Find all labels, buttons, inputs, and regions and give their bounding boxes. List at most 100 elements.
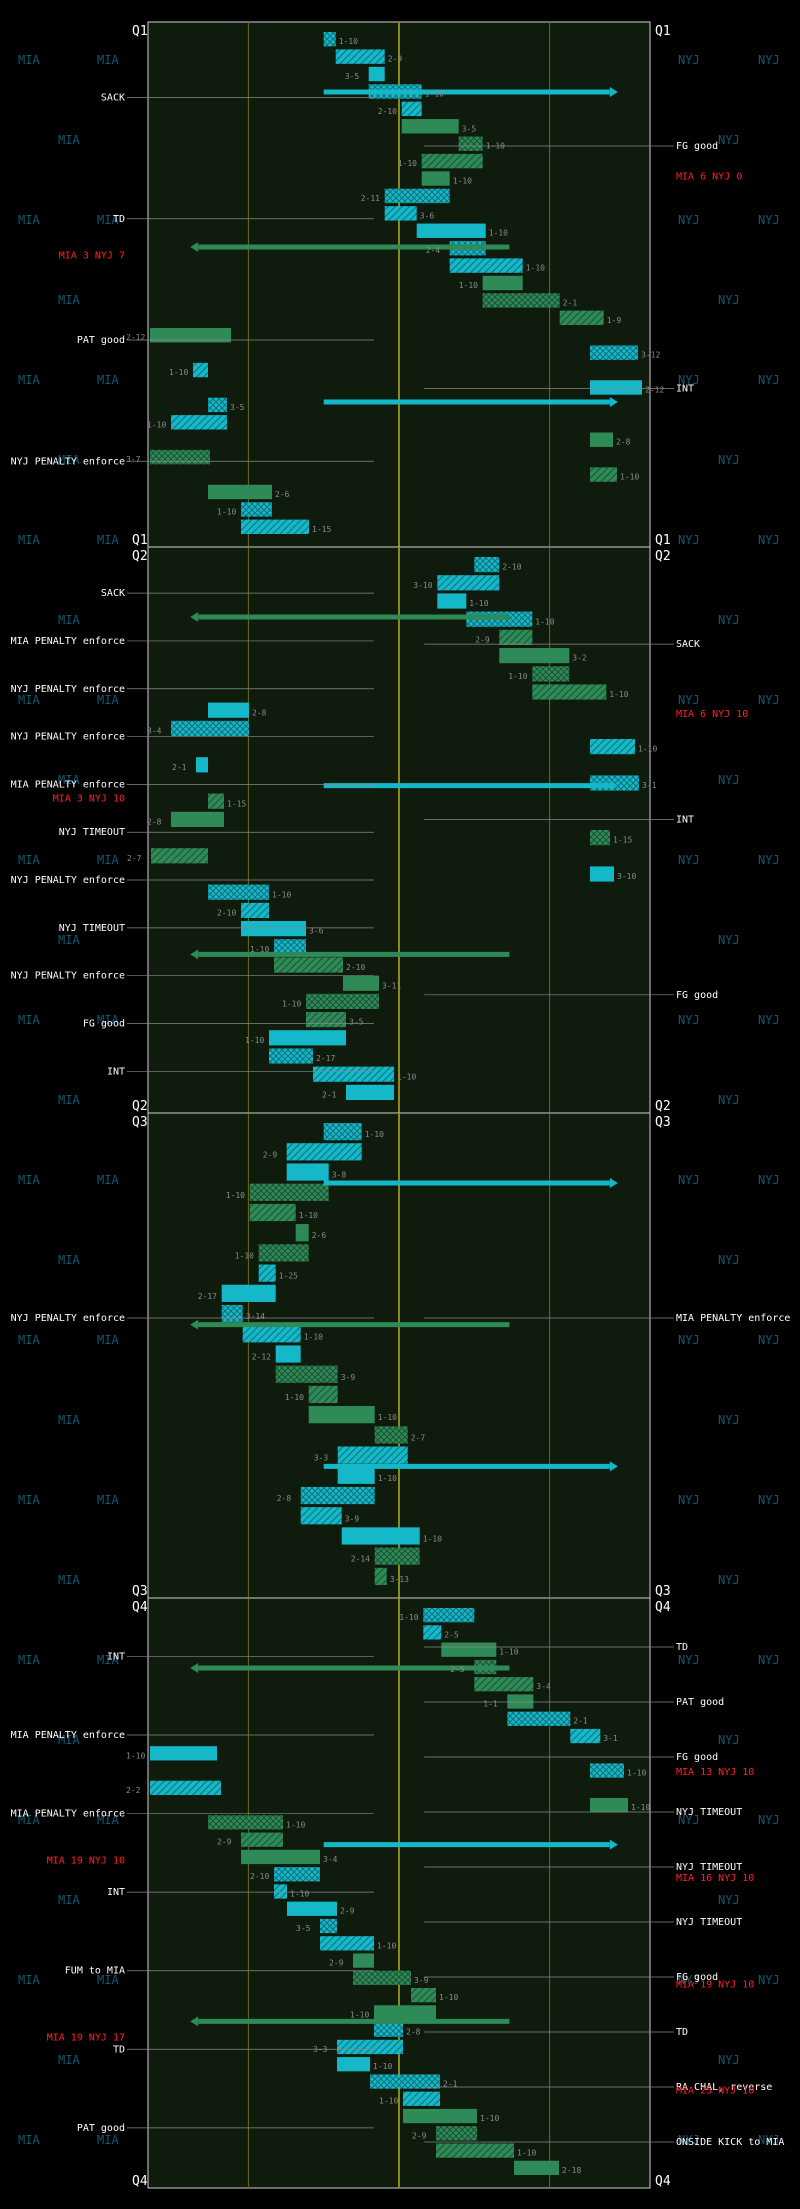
down-distance-label: 2-5 xyxy=(450,1665,465,1674)
play-bar xyxy=(437,575,500,591)
bg-team-left: MIA xyxy=(18,1333,40,1347)
down-distance-label: 1-10 xyxy=(304,1332,323,1341)
bg-team-right: NYJ xyxy=(758,53,780,67)
play-bar xyxy=(514,2160,559,2175)
event-label-right: NYJ TIMEOUT xyxy=(676,1917,742,1928)
play-bar xyxy=(313,1066,394,1082)
down-distance-label: 2-12 xyxy=(645,385,664,394)
play-bar xyxy=(241,902,269,918)
play-bar xyxy=(308,1406,375,1424)
bg-team-right: NYJ xyxy=(758,1973,780,1987)
down-distance-label: 1-10 xyxy=(517,2149,536,2158)
down-distance-label: 2-1 xyxy=(172,763,187,772)
bg-team-right: NYJ xyxy=(758,1173,780,1187)
down-distance-label: 1-10 xyxy=(638,745,657,754)
play-bar xyxy=(590,775,639,791)
bg-team-left: MIA xyxy=(18,1173,40,1187)
bg-team-right: NYJ xyxy=(718,1733,740,1747)
bg-team-right: NYJ xyxy=(758,1653,780,1667)
bg-team-right: NYJ xyxy=(718,133,740,147)
down-distance-label: 1-10 xyxy=(373,2062,392,2071)
play-bar xyxy=(300,1486,375,1505)
bg-team-right: NYJ xyxy=(718,933,740,947)
bg-team-right: NYJ xyxy=(718,2053,740,2067)
play-bar xyxy=(370,2074,440,2089)
bg-team-right: NYJ xyxy=(678,1813,700,1827)
play-bar xyxy=(532,666,570,682)
play-bar xyxy=(274,1867,320,1882)
down-distance-label: 1-10 xyxy=(299,1211,318,1220)
quarter-label: Q4 xyxy=(132,2174,148,2189)
play-bar xyxy=(337,1446,408,1464)
down-distance-label: 2-14 xyxy=(351,1555,370,1564)
event-label-left: SACK xyxy=(101,588,125,599)
play-bar xyxy=(423,1625,442,1640)
play-bar xyxy=(323,32,336,47)
down-distance-label: 2-6 xyxy=(275,490,290,499)
play-bar xyxy=(171,720,249,736)
kick-arrowhead xyxy=(190,612,199,622)
bg-team-left: MIA xyxy=(97,53,119,67)
down-distance-label: 1-10 xyxy=(272,890,291,899)
kick-arrowhead xyxy=(609,397,618,407)
down-distance-label: 2-10 xyxy=(217,909,236,918)
bg-team-right: NYJ xyxy=(758,853,780,867)
play-bar xyxy=(208,1815,283,1830)
play-bar xyxy=(150,449,210,465)
play-bar xyxy=(374,1426,408,1444)
down-distance-label: 2-9 xyxy=(329,1959,344,1968)
event-label-left: INT xyxy=(107,1887,125,1898)
down-distance-label: 3-5 xyxy=(296,1924,311,1933)
play-bar xyxy=(590,345,638,360)
down-distance-label: 1-9 xyxy=(607,316,622,325)
bg-team-right: NYJ xyxy=(718,1573,740,1587)
play-bar xyxy=(275,1365,338,1383)
down-distance-label: 1-10 xyxy=(499,1648,518,1657)
bg-team-left: MIA xyxy=(58,453,80,467)
play-bar xyxy=(221,1304,243,1323)
bg-team-right: NYJ xyxy=(718,1413,740,1427)
down-distance-label: 3-6 xyxy=(309,927,324,936)
bg-team-left: MIA xyxy=(18,1013,40,1027)
bg-team-right: NYJ xyxy=(678,853,700,867)
bg-team-left: MIA xyxy=(58,1733,80,1747)
down-distance-label: 2-10 xyxy=(250,1872,269,1881)
event-label-right: PAT good xyxy=(676,1697,724,1708)
play-bar xyxy=(374,1567,387,1585)
bg-team-left: MIA xyxy=(97,373,119,387)
bg-team-left: MIA xyxy=(18,1973,40,1987)
play-bar xyxy=(287,1901,337,1916)
play-bar xyxy=(559,310,604,326)
play-bar xyxy=(171,415,227,430)
play-bar xyxy=(590,866,614,882)
play-bar xyxy=(590,1763,624,1778)
bg-team-left: MIA xyxy=(58,293,80,307)
down-distance-label: 2-6 xyxy=(312,1231,327,1240)
play-bar xyxy=(269,1030,346,1046)
bg-team-left: MIA xyxy=(18,53,40,67)
down-distance-label: 1-10 xyxy=(286,1820,305,1829)
bg-team-left: MIA xyxy=(18,1493,40,1507)
play-bar xyxy=(337,2057,370,2072)
down-distance-label: 3-5 xyxy=(230,403,245,412)
play-bar xyxy=(274,939,306,955)
down-distance-label: 1-10 xyxy=(526,264,545,273)
play-bar xyxy=(274,957,343,973)
play-bar xyxy=(286,1143,362,1161)
down-distance-label: 1-10 xyxy=(459,281,478,290)
bg-team-left: MIA xyxy=(18,2133,40,2147)
quarter-label: Q2 xyxy=(132,549,148,564)
quarter-fields xyxy=(147,21,651,2189)
event-label-left: PAT good xyxy=(77,2123,125,2134)
kick-arrowhead xyxy=(190,2016,199,2027)
down-distance-label: 2-8 xyxy=(616,438,631,447)
event-label-right: TD xyxy=(676,2027,688,2038)
kick-arrowhead xyxy=(190,1319,199,1330)
kick-arrowhead xyxy=(609,1839,618,1850)
quarter-label: Q2 xyxy=(655,1099,671,1114)
play-bar xyxy=(421,171,450,186)
bg-team-left: MIA xyxy=(18,1653,40,1667)
play-bar xyxy=(436,2143,514,2158)
down-distance-label: 1-15 xyxy=(227,799,246,808)
down-distance-label: 1-10 xyxy=(217,507,236,516)
